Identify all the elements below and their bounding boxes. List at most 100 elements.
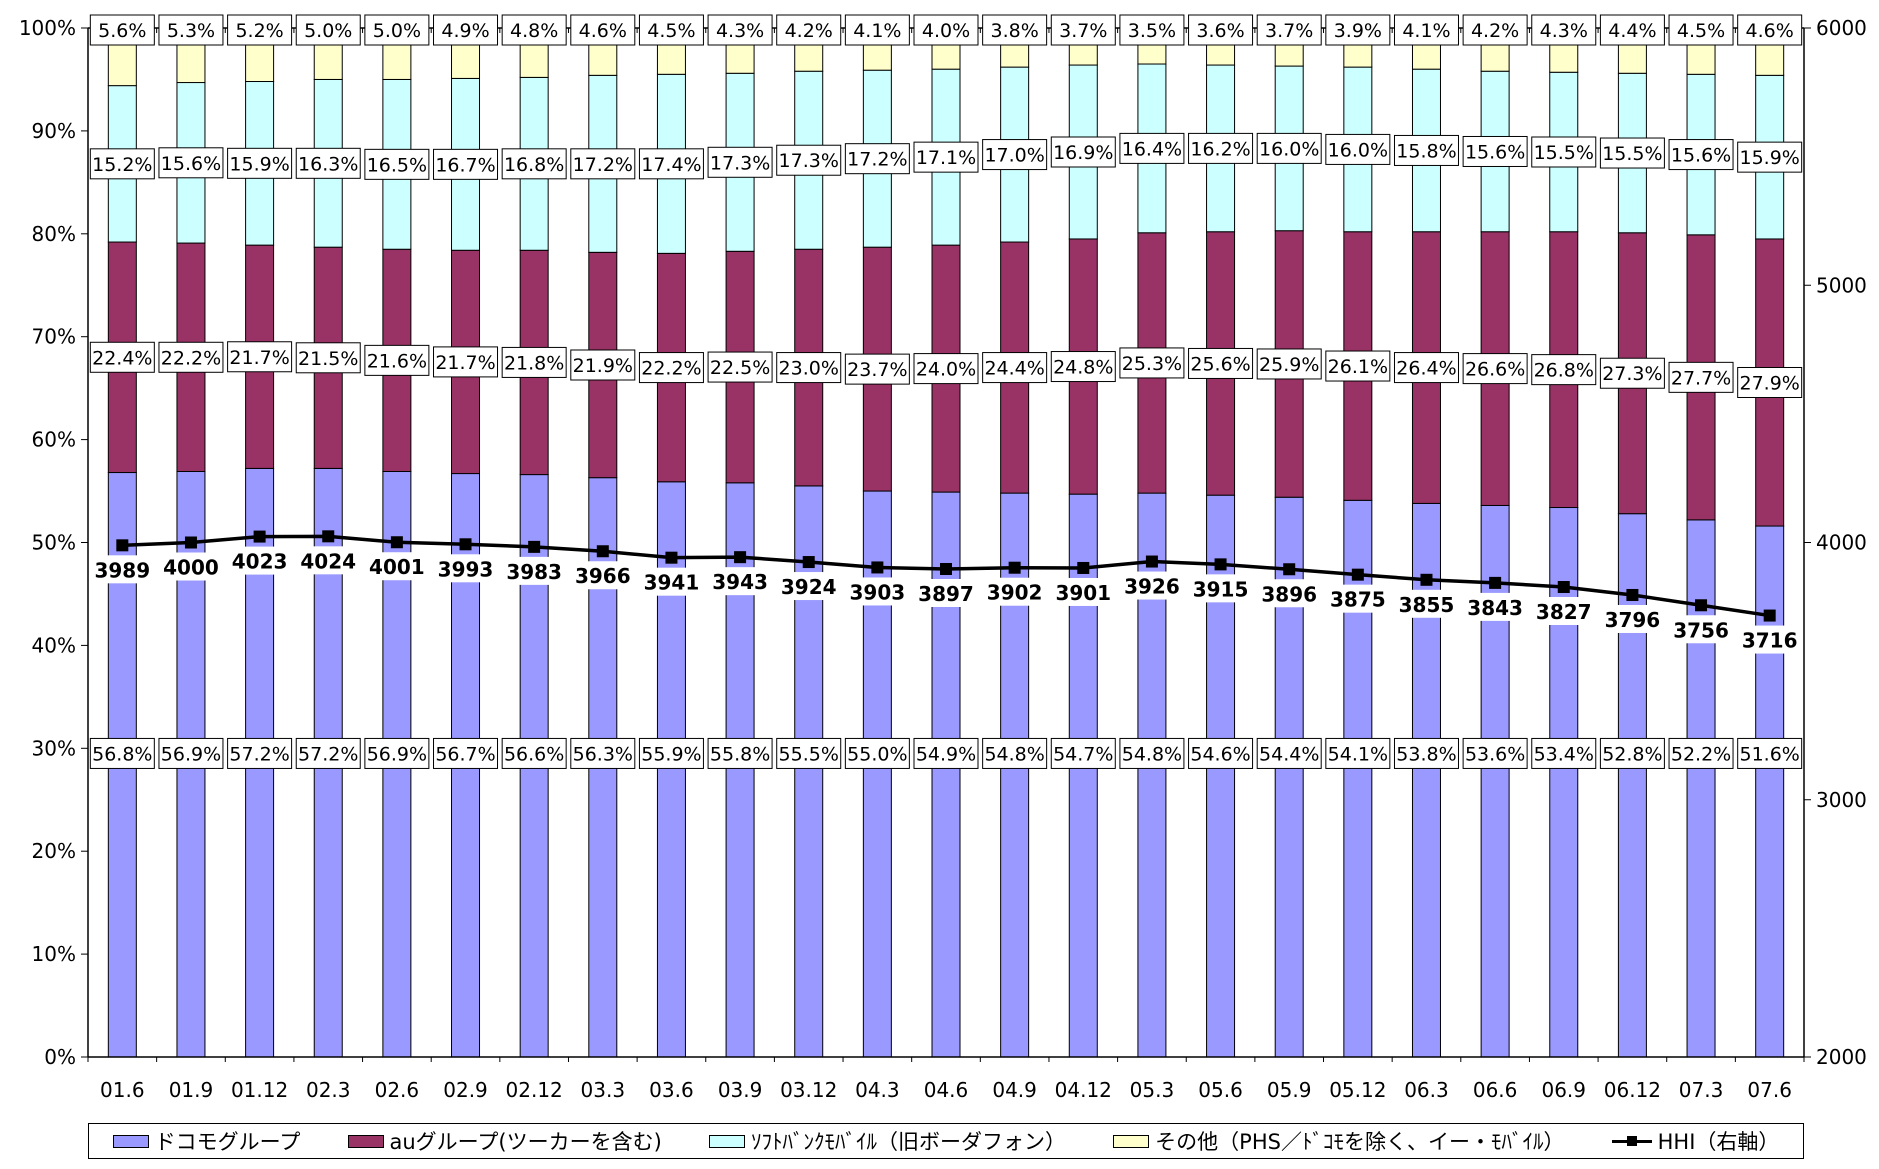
hhi-label-bg	[1121, 571, 1182, 600]
hhi-marker	[1695, 599, 1708, 612]
x-tick-label: 01.12	[231, 1078, 288, 1102]
bar-0-06.3	[1411, 502, 1441, 1058]
bar-0-06.12	[1617, 513, 1647, 1058]
data-label-s0-box	[707, 737, 773, 769]
hhi-label-bg	[435, 554, 496, 583]
hhi-data-label: 3875	[1330, 588, 1386, 612]
hhi-data-label: 3983	[506, 560, 562, 584]
hhi-data-label: 3941	[644, 571, 700, 595]
hhi-marker	[184, 536, 197, 549]
data-label-s3: 4.8%	[510, 20, 558, 42]
data-label-s3-box	[1599, 14, 1665, 46]
data-label-s3: 4.5%	[1677, 20, 1725, 42]
data-label-s2-box	[1668, 139, 1734, 171]
data-label-s2-box	[1256, 132, 1322, 164]
data-label-s2-box	[913, 141, 979, 173]
hhi-marker	[1145, 555, 1158, 568]
bar-0-03.12	[794, 485, 824, 1058]
data-label-s2: 17.4%	[641, 154, 701, 176]
hhi-label-bg	[1396, 589, 1457, 618]
data-label-s2: 17.1%	[916, 147, 976, 169]
legend-item-hhi: HHI（右軸）	[1611, 1126, 1779, 1156]
data-label-s1: 26.1%	[1328, 356, 1388, 378]
data-label-s3-box	[1531, 14, 1597, 46]
data-label-s2-box	[1393, 134, 1459, 166]
bar-0-05.12	[1343, 499, 1373, 1058]
hhi-data-label: 3993	[438, 557, 494, 581]
data-label-s2: 15.5%	[1534, 142, 1594, 164]
data-label-s2: 16.4%	[1122, 138, 1182, 160]
data-label-s2-box	[1188, 132, 1254, 164]
data-label-s1: 27.7%	[1671, 367, 1731, 389]
data-label-s2: 17.3%	[779, 150, 839, 172]
y-left-tick-label: 100%	[19, 16, 76, 40]
data-label-s3-box	[1256, 14, 1322, 46]
data-label-s3: 5.0%	[373, 20, 421, 42]
hhi-marker	[322, 530, 335, 543]
data-label-s2: 15.9%	[1740, 147, 1800, 169]
x-tick-label: 03.9	[718, 1078, 763, 1102]
hhi-data-label: 3966	[575, 564, 631, 588]
data-label-s2: 16.7%	[435, 154, 495, 176]
legend-label-docomo: ドコモグループ	[154, 1130, 301, 1154]
data-label-s2-box	[295, 147, 361, 179]
data-label-s3-box	[364, 14, 430, 46]
data-label-s0-box	[1325, 737, 1391, 769]
data-label-s3: 4.3%	[1540, 20, 1588, 42]
data-label-s3-box	[89, 14, 155, 46]
hhi-label-bg	[572, 561, 633, 590]
hhi-data-label: 4000	[163, 556, 219, 580]
data-label-s2: 16.8%	[504, 154, 564, 176]
hhi-marker	[1351, 568, 1364, 581]
data-label-s3: 3.9%	[1334, 20, 1382, 42]
hhi-data-label: 3915	[1193, 577, 1249, 601]
data-label-s0-box	[227, 737, 293, 769]
legend-item-other: その他（PHS／ﾄﾞｺﾓを除く、イー・ﾓﾊﾞｲﾙ）	[1113, 1126, 1564, 1156]
data-label-s1-box	[1599, 357, 1665, 389]
data-label-s0-box	[1256, 737, 1322, 769]
data-label-s1-box	[1050, 351, 1116, 383]
data-label-s2: 16.2%	[1190, 138, 1250, 160]
data-label-s1-box	[1188, 347, 1254, 379]
hhi-data-label: 3796	[1605, 608, 1661, 632]
data-label-s0-box	[570, 737, 636, 769]
hhi-marker	[253, 530, 266, 543]
y-left-tick-label: 40%	[32, 633, 76, 657]
hhi-label-bg	[504, 556, 565, 585]
y-right-tick-label: 2000	[1816, 1045, 1867, 1069]
y-left-tick-label: 10%	[32, 942, 76, 966]
data-label-s1-box	[1256, 348, 1322, 380]
y-left-tick-label: 90%	[32, 119, 76, 143]
data-label-s2: 16.3%	[298, 153, 358, 175]
data-label-s3-box	[1737, 14, 1803, 46]
legend-item-au: auグループ(ツーカーを含む)	[347, 1126, 662, 1156]
data-label-s1: 22.4%	[92, 347, 152, 369]
data-label-s1-box	[1668, 361, 1734, 393]
data-label-s0-box	[776, 737, 842, 769]
data-label-s0: 53.8%	[1396, 743, 1456, 765]
data-label-s0-box	[982, 737, 1048, 769]
data-label-s0: 54.6%	[1190, 743, 1250, 765]
data-label-s1: 24.8%	[1053, 357, 1113, 379]
data-label-s0-box	[1462, 737, 1528, 769]
data-label-s1-box	[1462, 353, 1528, 385]
data-label-s3-box	[1188, 14, 1254, 46]
data-label-s3-box	[776, 14, 842, 46]
hhi-label-bg	[1465, 592, 1526, 621]
data-label-s1-box	[89, 341, 155, 373]
hhi-data-label: 3924	[781, 575, 837, 599]
data-label-s0: 55.8%	[710, 743, 770, 765]
y-left-tick-label: 20%	[32, 839, 76, 863]
bar-0-04.3	[862, 490, 892, 1058]
hhi-marker	[871, 561, 884, 574]
hhi-marker	[390, 536, 403, 549]
hhi-label-bg	[229, 546, 290, 575]
legend-item-softbank: ｿﾌﾄﾊﾞﾝｸﾓﾊﾞｲﾙ（旧ボーダフォン）	[708, 1126, 1066, 1156]
data-label-s0: 57.2%	[229, 743, 289, 765]
x-tick-label: 03.6	[649, 1078, 694, 1102]
data-label-s1-box	[158, 341, 224, 373]
y-right-tick-label: 5000	[1816, 273, 1867, 297]
x-tick-label: 04.3	[855, 1078, 900, 1102]
data-label-s0-box	[1737, 737, 1803, 769]
hhi-marker	[116, 539, 129, 552]
